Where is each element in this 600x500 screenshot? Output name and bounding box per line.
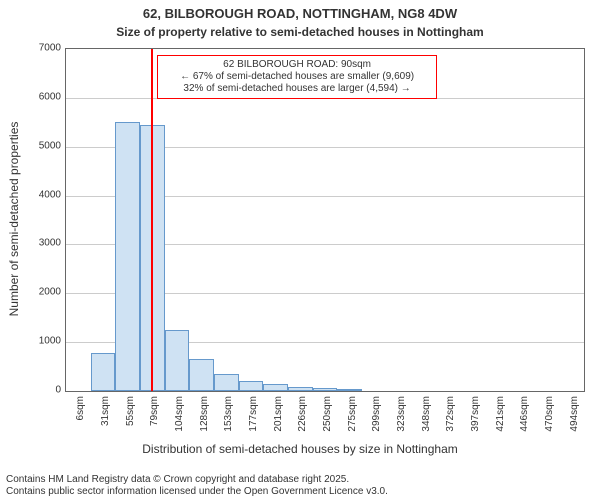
histogram-bar <box>189 359 214 391</box>
x-tick-label: 494sqm <box>569 396 580 446</box>
histogram-bar <box>337 389 362 391</box>
x-tick-label: 153sqm <box>223 396 234 446</box>
footer-line-2: Contains public sector information licen… <box>6 486 388 498</box>
y-tick-label: 1000 <box>21 336 61 347</box>
plot-area: 62 BILBOROUGH ROAD: 90sqm← 67% of semi-d… <box>65 48 585 392</box>
histogram-bar <box>214 374 239 391</box>
x-tick-label: 104sqm <box>174 396 185 446</box>
annotation-line: ← 67% of semi-detached houses are smalle… <box>164 71 430 83</box>
annotation-line: 32% of semi-detached houses are larger (… <box>164 83 430 95</box>
x-tick-label: 201sqm <box>273 396 284 446</box>
x-tick-label: 323sqm <box>396 396 407 446</box>
x-tick-label: 348sqm <box>421 396 432 446</box>
x-tick-label: 128sqm <box>199 396 210 446</box>
histogram-bar <box>165 330 190 391</box>
footer-attribution: Contains HM Land Registry data © Crown c… <box>6 474 388 498</box>
y-tick-label: 6000 <box>21 91 61 102</box>
x-tick-label: 372sqm <box>445 396 456 446</box>
x-tick-label: 250sqm <box>322 396 333 446</box>
y-tick-label: 5000 <box>21 140 61 151</box>
chart-subtitle: Size of property relative to semi-detach… <box>0 25 600 39</box>
histogram-bar <box>115 122 140 391</box>
figure: 62, BILBOROUGH ROAD, NOTTINGHAM, NG8 4DW… <box>0 0 600 500</box>
y-tick-label: 3000 <box>21 238 61 249</box>
y-tick-label: 7000 <box>21 43 61 54</box>
chart-title: 62, BILBOROUGH ROAD, NOTTINGHAM, NG8 4DW <box>0 6 600 21</box>
y-tick-label: 4000 <box>21 189 61 200</box>
histogram-bar <box>313 388 338 391</box>
y-axis-label: Number of semi-detached properties <box>7 122 21 317</box>
x-tick-label: 421sqm <box>495 396 506 446</box>
x-tick-label: 397sqm <box>470 396 481 446</box>
x-tick-label: 6sqm <box>75 396 86 446</box>
x-tick-label: 275sqm <box>347 396 358 446</box>
x-tick-label: 446sqm <box>519 396 530 446</box>
x-tick-label: 226sqm <box>297 396 308 446</box>
property-marker-line <box>151 49 153 391</box>
y-tick-label: 0 <box>21 385 61 396</box>
histogram-bar <box>239 381 264 391</box>
footer-line-1: Contains HM Land Registry data © Crown c… <box>6 474 388 486</box>
y-tick-label: 2000 <box>21 287 61 298</box>
histogram-bar <box>91 353 116 391</box>
histogram-bar <box>288 387 313 391</box>
histogram-bar <box>263 384 288 391</box>
x-tick-label: 177sqm <box>248 396 259 446</box>
x-tick-label: 31sqm <box>100 396 111 446</box>
annotation-line: 62 BILBOROUGH ROAD: 90sqm <box>164 59 430 71</box>
x-tick-label: 299sqm <box>371 396 382 446</box>
property-annotation: 62 BILBOROUGH ROAD: 90sqm← 67% of semi-d… <box>157 55 437 99</box>
x-tick-label: 470sqm <box>544 396 555 446</box>
x-tick-label: 55sqm <box>125 396 136 446</box>
x-tick-label: 79sqm <box>149 396 160 446</box>
